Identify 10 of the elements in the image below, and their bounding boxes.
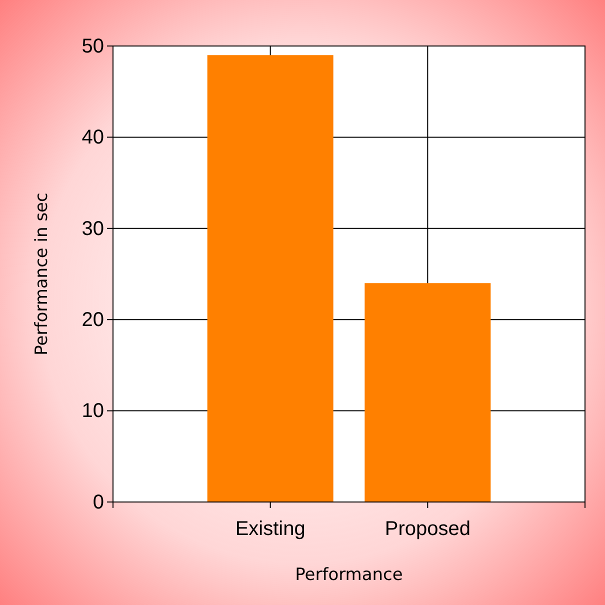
- y-tick-label: 20: [82, 309, 104, 331]
- x-tick-label: Existing: [235, 518, 306, 540]
- y-tick-label: 50: [82, 35, 104, 58]
- y-tick-label: 0: [92, 491, 104, 514]
- y-tick-label: 30: [82, 218, 104, 240]
- x-axis-title: Performance: [295, 565, 403, 585]
- x-tick-label: Proposed: [384, 518, 470, 540]
- y-axis-title: Performance in sec: [32, 192, 52, 356]
- y-tick-label: 10: [82, 400, 104, 422]
- y-tick-label: 40: [82, 126, 104, 149]
